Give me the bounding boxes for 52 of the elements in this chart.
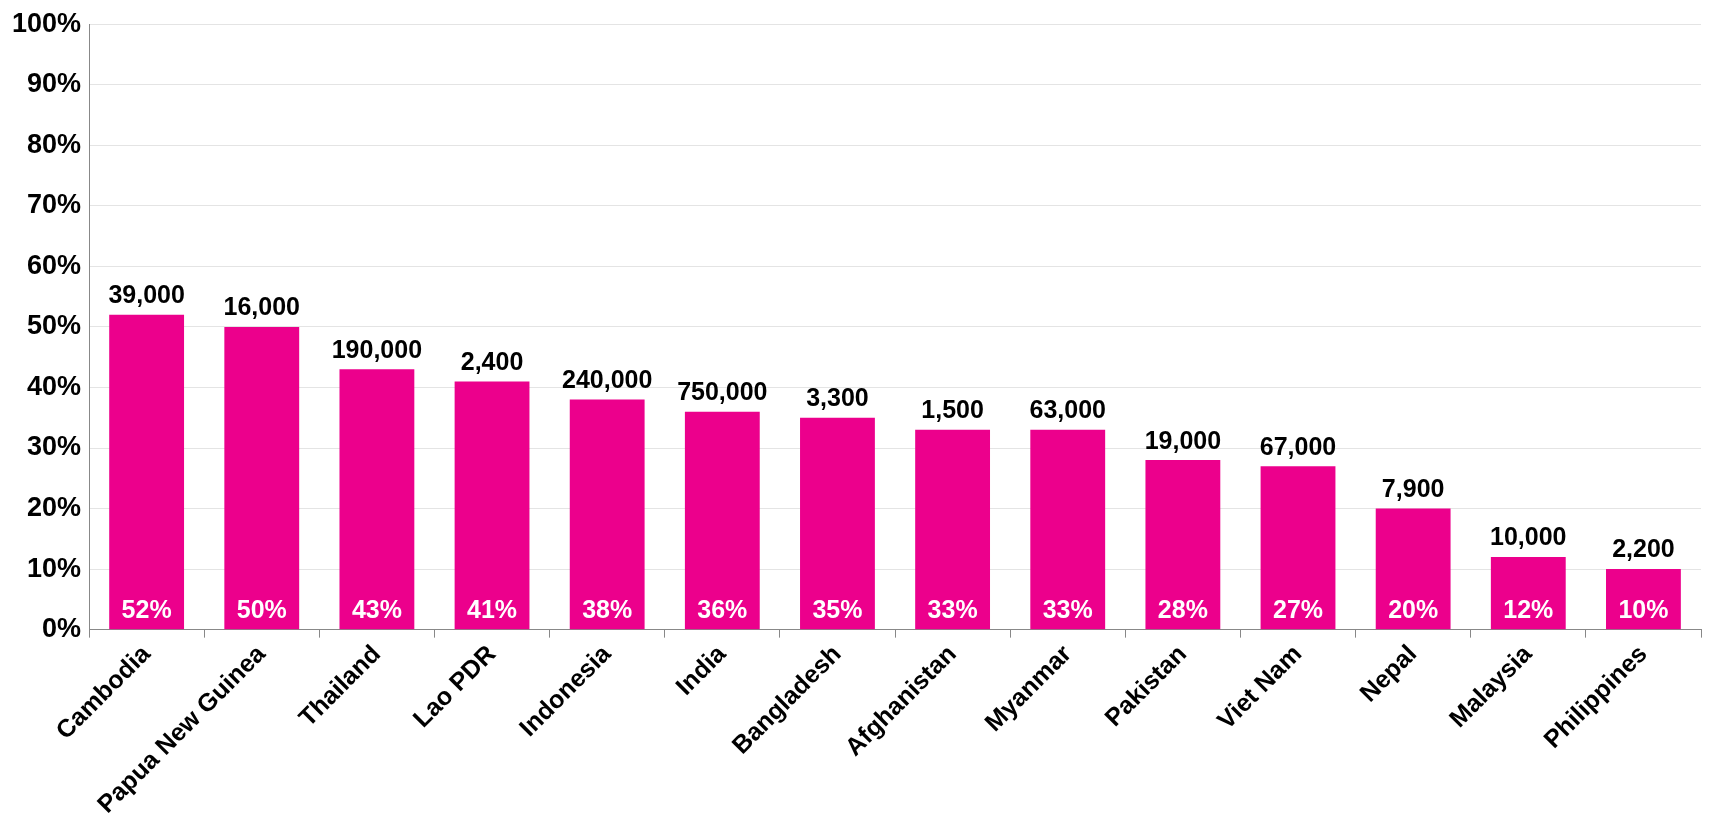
annotation: 7,900: [1381, 473, 1445, 502]
data-label: 10%: [1618, 595, 1669, 624]
annotation: 240,000: [561, 364, 653, 393]
y-tick-label: 90%: [27, 68, 82, 99]
data-label: 35%: [812, 595, 863, 624]
bar: [224, 326, 300, 630]
data-label: 33%: [1042, 595, 1093, 624]
bar: [915, 429, 991, 630]
data-label: 12%: [1503, 595, 1554, 624]
annotation: 16,000: [223, 292, 300, 321]
annotation: 63,000: [1029, 395, 1106, 424]
annotation: 3,300: [806, 383, 869, 412]
bar: [684, 411, 760, 630]
data-label: 36%: [697, 595, 748, 624]
y-tick-label: 100%: [11, 7, 82, 38]
annotation: 2,400: [460, 346, 524, 375]
y-tick-label: 20%: [27, 492, 82, 523]
y-tick-label: 0%: [42, 613, 82, 644]
bar: [1375, 508, 1451, 630]
bar: [800, 417, 875, 630]
bar: [1145, 460, 1221, 630]
data-label: 41%: [467, 595, 518, 624]
annotation: 10,000: [1490, 522, 1567, 551]
y-tick-label: 60%: [27, 249, 82, 280]
bar: [1490, 556, 1566, 630]
data-label: 20%: [1388, 595, 1439, 624]
bar: [1030, 429, 1106, 630]
bar: [454, 381, 530, 630]
annotation: 39,000: [108, 280, 185, 309]
annotation: 19,000: [1144, 425, 1222, 454]
data-label: 50%: [236, 595, 287, 624]
data-label: 43%: [351, 595, 402, 624]
annotation: 2,200: [1612, 534, 1675, 563]
y-tick-label: 70%: [27, 189, 82, 220]
y-tick-label: 30%: [27, 431, 82, 462]
bar: [109, 314, 185, 630]
annotation: 190,000: [331, 334, 423, 363]
bar: [339, 369, 415, 630]
bar: [1260, 466, 1336, 630]
annotation: 67,000: [1259, 431, 1337, 460]
data-label: 52%: [121, 595, 172, 624]
data-label: 28%: [1157, 595, 1208, 624]
annotation: 750,000: [677, 377, 768, 406]
y-tick-label: 40%: [27, 370, 82, 401]
y-tick-label: 50%: [27, 310, 82, 341]
data-label: 27%: [1272, 595, 1324, 624]
data-label: 38%: [582, 595, 633, 624]
bar: [569, 399, 645, 630]
y-tick-label: 10%: [27, 552, 82, 583]
y-tick-label: 80%: [27, 128, 82, 159]
data-label: 33%: [927, 595, 978, 624]
annotation: 1,500: [921, 395, 984, 424]
